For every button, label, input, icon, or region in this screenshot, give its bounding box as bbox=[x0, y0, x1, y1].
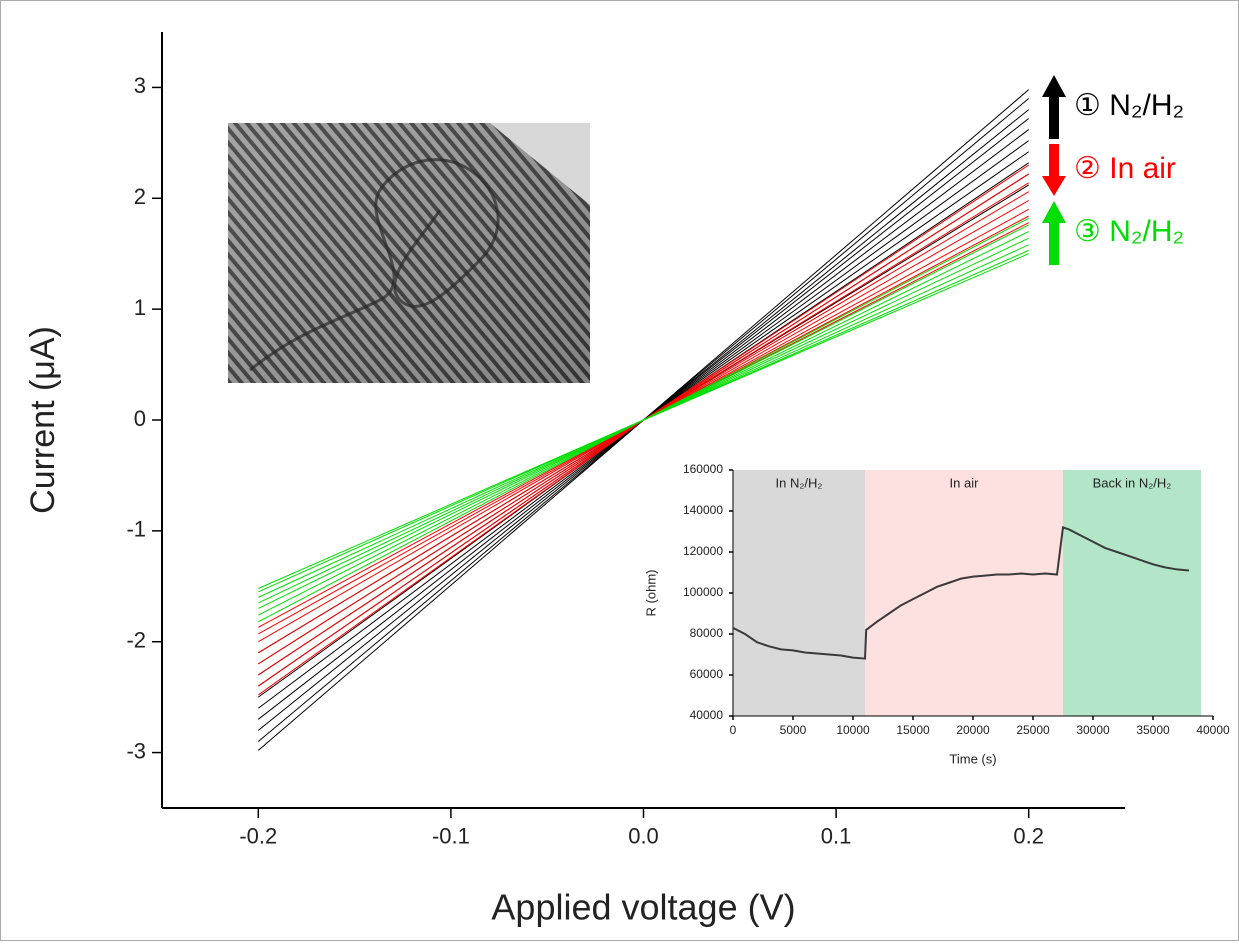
x-axis-title: Applied voltage (V) bbox=[491, 887, 795, 928]
x-tick-label: 0.2 bbox=[1013, 824, 1044, 849]
y-tick-label: 2 bbox=[134, 184, 146, 209]
y-tick-label: 40000 bbox=[690, 708, 724, 722]
y-tick-label: 1 bbox=[134, 295, 146, 320]
y-tick-label: 3 bbox=[134, 73, 146, 98]
y-axis-title: Current (μA) bbox=[24, 326, 62, 514]
y-axis-title: R (ohm) bbox=[643, 570, 658, 617]
y-tick-label: 160000 bbox=[683, 462, 723, 476]
x-tick-label: -0.2 bbox=[239, 824, 277, 849]
legend-label: ③ N₂/H₂ bbox=[1074, 215, 1184, 248]
x-tick-label: 20000 bbox=[956, 723, 990, 737]
y-tick-label: 120000 bbox=[683, 544, 723, 558]
iv-curve bbox=[258, 253, 1029, 589]
region-label: In air bbox=[950, 475, 980, 490]
x-tick-label: 15000 bbox=[896, 723, 930, 737]
y-tick-label: 80000 bbox=[690, 626, 724, 640]
region bbox=[1063, 470, 1201, 716]
x-tick-label: 0.0 bbox=[628, 824, 659, 849]
y-tick-label: 140000 bbox=[683, 503, 723, 517]
region-label: Back in N₂/H₂ bbox=[1093, 475, 1172, 490]
y-tick-label: 100000 bbox=[683, 585, 723, 599]
y-tick-label: 0 bbox=[134, 406, 146, 431]
region-label: In N₂/H₂ bbox=[776, 475, 823, 490]
x-tick-label: 10000 bbox=[836, 723, 870, 737]
legend-arrow bbox=[1042, 201, 1066, 265]
y-tick-label: -3 bbox=[126, 738, 146, 763]
y-tick-label: -1 bbox=[126, 517, 146, 542]
legend-label: ① N₂/H₂ bbox=[1074, 89, 1184, 122]
x-tick-label: 5000 bbox=[780, 723, 807, 737]
micrograph bbox=[228, 123, 590, 383]
resistance-line bbox=[732, 526, 1190, 660]
region bbox=[865, 470, 1063, 716]
x-tick-label: 35000 bbox=[1136, 723, 1170, 737]
x-tick-label: -0.1 bbox=[432, 824, 470, 849]
x-tick-label: 0 bbox=[730, 723, 737, 737]
y-tick-label: 60000 bbox=[690, 667, 724, 681]
x-axis-title: Time (s) bbox=[949, 751, 996, 766]
x-tick-label: 0.1 bbox=[821, 824, 852, 849]
y-tick-label: -2 bbox=[126, 628, 146, 653]
legend-label: ② In air bbox=[1074, 152, 1176, 185]
legend-arrow bbox=[1042, 144, 1066, 196]
x-tick-label: 25000 bbox=[1016, 723, 1050, 737]
region bbox=[733, 470, 865, 716]
x-tick-label: 40000 bbox=[1196, 723, 1230, 737]
legend-arrow bbox=[1042, 75, 1066, 139]
x-tick-label: 30000 bbox=[1076, 723, 1110, 737]
